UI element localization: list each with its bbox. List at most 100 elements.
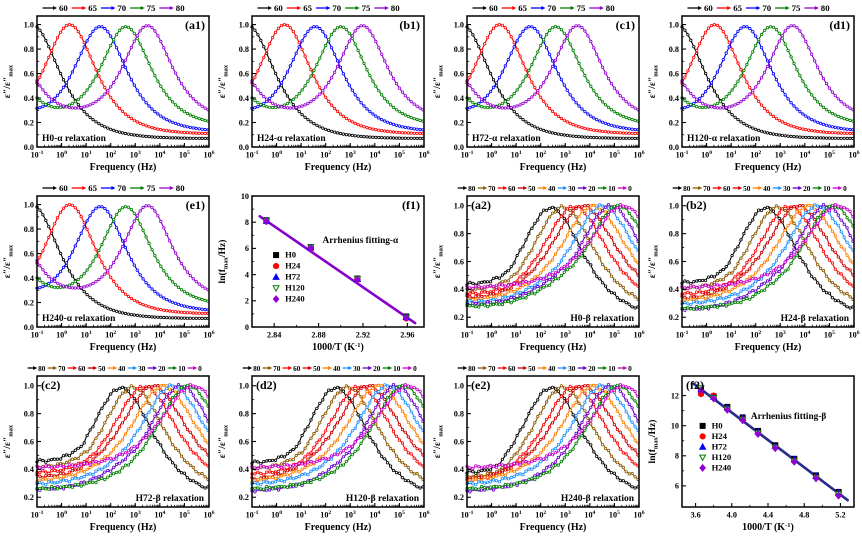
svg-text:ε″/ε″max: ε″/ε″max <box>2 64 14 98</box>
svg-text:0.2: 0.2 <box>669 313 679 322</box>
series-group <box>466 23 639 139</box>
svg-text:65: 65 <box>303 3 312 13</box>
svg-text:0: 0 <box>198 364 202 373</box>
svg-text:106: 106 <box>634 330 645 340</box>
svg-text:65: 65 <box>88 183 97 193</box>
series-group <box>681 23 854 139</box>
svg-text:106: 106 <box>419 150 430 160</box>
svg-text:103: 103 <box>130 330 141 340</box>
panel-label: (f1) <box>402 198 420 212</box>
svg-text:8: 8 <box>245 218 249 227</box>
x-axis-label: 1000/T (K-1) <box>742 522 794 533</box>
svg-text:101: 101 <box>511 150 522 160</box>
svg-text:100: 100 <box>701 330 712 340</box>
svg-text:0.6: 0.6 <box>669 257 679 266</box>
svg-text:(a1): (a1) <box>185 18 205 32</box>
svg-text:H120: H120 <box>285 283 305 293</box>
svg-text:0.2: 0.2 <box>24 118 34 127</box>
svg-text:ε″/ε″max: ε″/ε″max <box>217 424 229 458</box>
svg-text:106: 106 <box>634 150 645 160</box>
svg-text:60: 60 <box>508 184 516 193</box>
svg-text:0.8: 0.8 <box>24 409 34 418</box>
series-0 <box>466 383 639 469</box>
svg-text:70: 70 <box>488 184 496 193</box>
inner-title: H24-α relaxation <box>257 134 326 144</box>
svg-text:0.4: 0.4 <box>239 94 249 103</box>
x-axis-label: Frequency (Hz) <box>735 342 802 353</box>
svg-text:104: 104 <box>369 510 380 520</box>
svg-text:30: 30 <box>138 364 146 373</box>
inner-title: H0-α relaxation <box>42 134 107 144</box>
panel-label: (c1) <box>616 18 635 32</box>
svg-text:60: 60 <box>489 3 498 13</box>
series-80 <box>466 25 639 111</box>
svg-text:70: 70 <box>58 364 66 373</box>
series-65 <box>681 23 854 134</box>
svg-text:101: 101 <box>81 150 92 160</box>
svg-text:ε″/ε″max: ε″/ε″max <box>647 244 659 278</box>
svg-text:0.8: 0.8 <box>24 225 34 234</box>
svg-text:(d2): (d2) <box>256 378 277 392</box>
svg-text:75: 75 <box>792 3 801 13</box>
svg-text:60: 60 <box>59 3 68 13</box>
svg-text:0.6: 0.6 <box>24 69 34 78</box>
svg-text:2: 2 <box>245 297 249 306</box>
svg-text:106: 106 <box>849 150 860 160</box>
svg-text:0.6: 0.6 <box>239 69 249 78</box>
svg-text:2.96: 2.96 <box>400 331 414 340</box>
x-axis-label: Frequency (Hz) <box>90 342 157 353</box>
svg-text:50: 50 <box>528 184 536 193</box>
series-70 <box>466 26 639 132</box>
svg-text:10-1: 10-1 <box>461 330 474 340</box>
svg-text:60: 60 <box>78 364 86 373</box>
annotation: Arrhenius fitting-β <box>751 412 826 422</box>
svg-text:103: 103 <box>775 150 786 160</box>
series-65 <box>466 23 639 134</box>
svg-text:10: 10 <box>241 192 249 201</box>
svg-text:0.0: 0.0 <box>669 143 679 152</box>
inner-title: H240-α relaxation <box>42 314 116 324</box>
svg-text:100: 100 <box>56 510 67 520</box>
svg-text:ε″/ε″max: ε″/ε″max <box>2 424 14 458</box>
svg-text:70: 70 <box>273 364 281 373</box>
svg-text:80: 80 <box>391 3 400 13</box>
panel-label: (e1) <box>186 198 205 212</box>
svg-text:(c2): (c2) <box>41 378 60 392</box>
svg-text:105: 105 <box>394 150 405 160</box>
svg-text:2.92: 2.92 <box>356 331 370 340</box>
svg-text:ε″/ε″max: ε″/ε″max <box>217 64 229 98</box>
svg-text:104: 104 <box>369 150 380 160</box>
svg-text:1.0: 1.0 <box>24 382 34 391</box>
svg-text:0.6: 0.6 <box>669 69 679 78</box>
svg-text:75: 75 <box>147 183 156 193</box>
series-0 <box>681 203 854 289</box>
svg-text:40: 40 <box>333 364 341 373</box>
svg-text:H120-β relaxation: H120-β relaxation <box>346 494 420 504</box>
series-60 <box>36 26 209 140</box>
series-40 <box>681 204 854 303</box>
svg-text:104: 104 <box>154 150 165 160</box>
series-60 <box>466 26 639 140</box>
inner-title: H24-β relaxation <box>781 314 850 324</box>
svg-text:Frequency (Hz): Frequency (Hz) <box>305 522 372 533</box>
svg-text:0.0: 0.0 <box>454 143 464 152</box>
svg-text:60: 60 <box>704 3 713 13</box>
svg-text:H72-β relaxation: H72-β relaxation <box>136 494 205 504</box>
svg-text:0.6: 0.6 <box>454 257 464 266</box>
svg-text:101: 101 <box>511 330 522 340</box>
inner-title: H72-α relaxation <box>472 134 541 144</box>
svg-text:(b1): (b1) <box>399 18 420 32</box>
series-group <box>36 23 209 139</box>
svg-text:101: 101 <box>296 510 307 520</box>
svg-text:101: 101 <box>726 330 737 340</box>
svg-text:0: 0 <box>413 364 417 373</box>
svg-text:0.2: 0.2 <box>24 493 34 502</box>
